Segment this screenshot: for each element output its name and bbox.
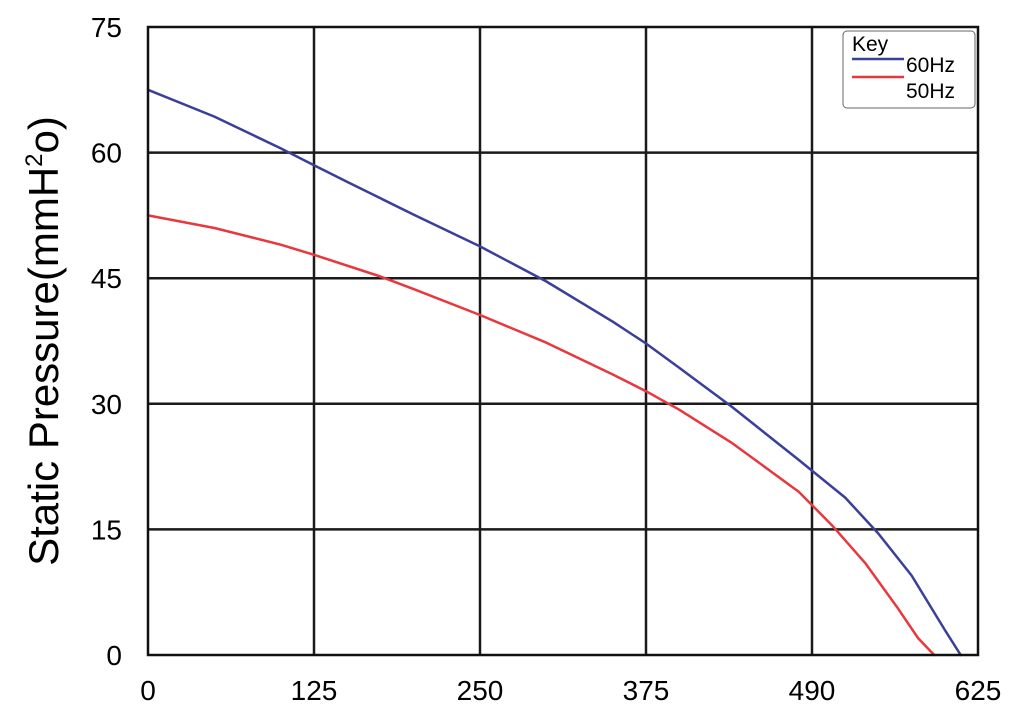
y-tick-labels: 0 15 30 45 60 75 — [91, 12, 122, 671]
x-tick-label: 250 — [457, 675, 504, 706]
y-tick-label: 30 — [91, 389, 122, 420]
y-tick-label: 0 — [106, 640, 122, 671]
x-tick-label: 0 — [140, 675, 156, 706]
plot-frame — [146, 25, 980, 657]
x-tick-label: 375 — [623, 675, 670, 706]
series-lines — [146, 88, 962, 657]
series-line-60hz — [146, 88, 962, 657]
legend-label-60hz: 60Hz — [906, 54, 955, 77]
y-tick-label: 60 — [91, 138, 122, 169]
x-tick-label: 125 — [291, 675, 338, 706]
y-axis-label: Static Pressure(mmH2o) — [20, 116, 67, 566]
x-tick-label: 625 — [955, 675, 1002, 706]
x-tick-labels: 0 125 250 375 490 625 — [140, 675, 1001, 706]
x-tick-label: 490 — [789, 675, 836, 706]
legend: Key 60Hz 50Hz — [842, 30, 976, 109]
legend-title: Key — [852, 33, 889, 56]
grid — [148, 27, 978, 655]
y-tick-label: 15 — [91, 514, 122, 545]
legend-label-50hz: 50Hz — [906, 80, 955, 103]
y-tick-label: 75 — [91, 12, 122, 43]
y-tick-label: 45 — [91, 263, 122, 294]
series-line-50hz — [146, 214, 936, 657]
legend-box — [842, 30, 976, 109]
